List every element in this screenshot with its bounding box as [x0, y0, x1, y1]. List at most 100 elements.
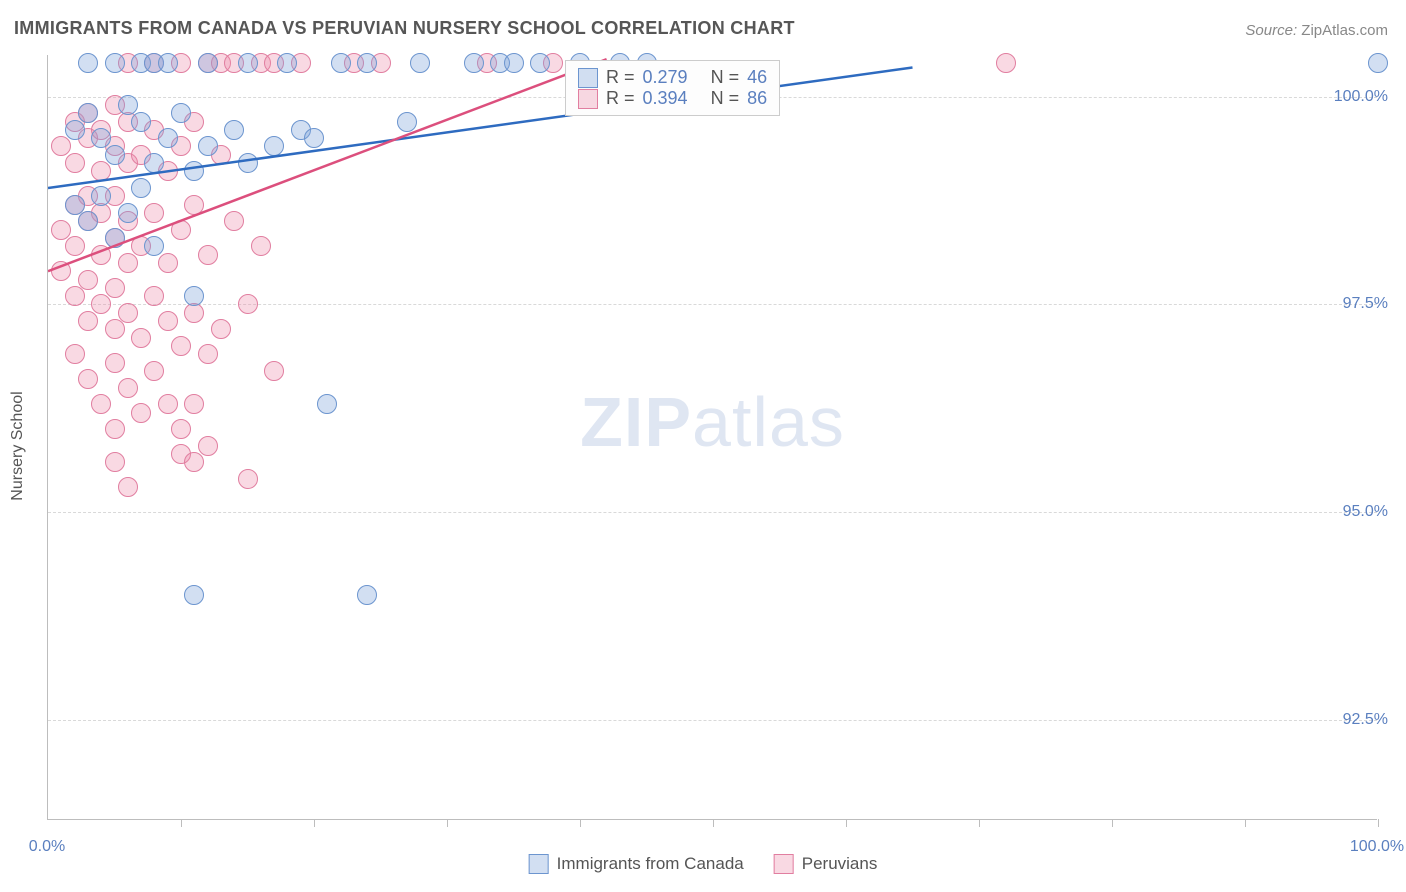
data-point-peruvians [158, 394, 178, 414]
y-tick-label: 95.0% [1343, 503, 1388, 521]
data-point-peruvians [105, 452, 125, 472]
data-point-peruvians [198, 344, 218, 364]
data-point-peruvians [78, 270, 98, 290]
data-point-canada [530, 53, 550, 73]
source-label: Source: [1245, 22, 1297, 39]
data-point-peruvians [264, 361, 284, 381]
data-point-peruvians [144, 361, 164, 381]
data-point-peruvians [211, 319, 231, 339]
data-point-peruvians [158, 253, 178, 273]
data-point-peruvians [131, 403, 151, 423]
data-point-peruvians [224, 211, 244, 231]
stats-swatch-peruvians [578, 89, 598, 109]
legend-label-canada: Immigrants from Canada [557, 854, 744, 874]
data-point-peruvians [184, 394, 204, 414]
data-point-canada [198, 136, 218, 156]
data-point-peruvians [118, 253, 138, 273]
data-point-peruvians [238, 469, 258, 489]
bottom-legend: Immigrants from Canada Peruvians [529, 854, 878, 874]
watermark-zip: ZIP [580, 383, 692, 461]
data-point-peruvians [144, 203, 164, 223]
data-point-canada [78, 211, 98, 231]
source-value: ZipAtlas.com [1301, 22, 1388, 39]
data-point-peruvians [144, 286, 164, 306]
x-tick [1378, 819, 1379, 827]
data-point-peruvians [78, 369, 98, 389]
data-point-canada [397, 112, 417, 132]
data-point-canada [238, 153, 258, 173]
data-point-peruvians [105, 419, 125, 439]
r-label: R = [606, 67, 635, 88]
data-point-canada [410, 53, 430, 73]
n-value-peruvians: 86 [747, 88, 767, 109]
data-point-canada [118, 95, 138, 115]
y-tick-label: 97.5% [1343, 295, 1388, 313]
data-point-peruvians [65, 153, 85, 173]
data-point-peruvians [184, 195, 204, 215]
x-tick [1245, 819, 1246, 827]
x-tick-label: 0.0% [29, 838, 65, 856]
data-point-canada [264, 136, 284, 156]
data-point-canada [1368, 53, 1388, 73]
x-tick [846, 819, 847, 827]
r-label: R = [606, 88, 635, 109]
data-point-peruvians [51, 136, 71, 156]
data-point-canada [131, 178, 151, 198]
data-point-canada [131, 112, 151, 132]
data-point-peruvians [78, 311, 98, 331]
x-tick [447, 819, 448, 827]
stats-swatch-canada [578, 68, 598, 88]
data-point-peruvians [118, 378, 138, 398]
data-point-canada [357, 585, 377, 605]
data-point-canada [118, 203, 138, 223]
data-point-peruvians [91, 161, 111, 181]
x-tick [580, 819, 581, 827]
x-tick [713, 819, 714, 827]
data-point-canada [78, 103, 98, 123]
chart-title: IMMIGRANTS FROM CANADA VS PERUVIAN NURSE… [14, 18, 795, 39]
data-point-canada [504, 53, 524, 73]
data-point-canada [198, 53, 218, 73]
legend-swatch-peruvians [774, 854, 794, 874]
legend-item-peruvians: Peruvians [774, 854, 878, 874]
stats-row-canada: R = 0.279 N = 46 [578, 67, 767, 88]
data-point-peruvians [184, 452, 204, 472]
data-point-peruvians [105, 278, 125, 298]
x-tick-label: 100.0% [1350, 838, 1404, 856]
data-point-peruvians [238, 294, 258, 314]
data-point-canada [144, 153, 164, 173]
data-point-peruvians [65, 236, 85, 256]
data-point-canada [224, 120, 244, 140]
data-point-canada [171, 103, 191, 123]
data-point-canada [158, 53, 178, 73]
data-point-canada [158, 128, 178, 148]
data-point-peruvians [65, 344, 85, 364]
legend-label-peruvians: Peruvians [802, 854, 878, 874]
data-point-peruvians [131, 328, 151, 348]
data-point-peruvians [158, 311, 178, 331]
data-point-canada [184, 286, 204, 306]
data-point-canada [277, 53, 297, 73]
watermark-atlas: atlas [692, 383, 845, 461]
plot-area: ZIPatlas [47, 55, 1377, 820]
gridline [48, 512, 1377, 513]
data-point-peruvians [118, 477, 138, 497]
legend-swatch-canada [529, 854, 549, 874]
data-point-peruvians [171, 419, 191, 439]
source-attribution: Source: ZipAtlas.com [1245, 22, 1388, 39]
data-point-canada [105, 228, 125, 248]
data-point-peruvians [105, 319, 125, 339]
data-point-canada [91, 186, 111, 206]
data-point-canada [464, 53, 484, 73]
stats-row-peruvians: R = 0.394 N = 86 [578, 88, 767, 109]
data-point-canada [304, 128, 324, 148]
gridline [48, 720, 1377, 721]
data-point-peruvians [251, 236, 271, 256]
data-point-canada [105, 145, 125, 165]
data-point-peruvians [51, 220, 71, 240]
stats-legend: R = 0.279 N = 46R = 0.394 N = 86 [565, 60, 780, 116]
data-point-canada [78, 53, 98, 73]
data-point-peruvians [51, 261, 71, 281]
data-point-canada [317, 394, 337, 414]
data-point-peruvians [105, 353, 125, 373]
